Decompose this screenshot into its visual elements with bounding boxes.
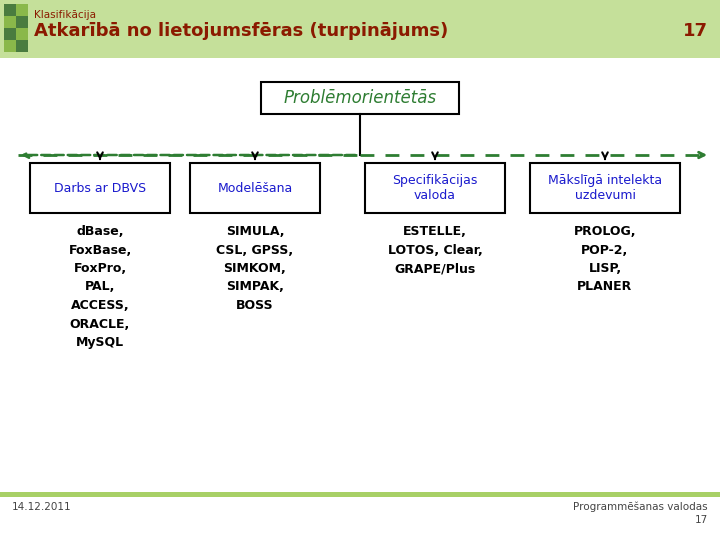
Bar xyxy=(16,40,28,52)
Bar xyxy=(530,163,680,213)
Bar xyxy=(190,163,320,213)
Bar xyxy=(4,16,16,28)
Text: Programmēšanas valodas: Programmēšanas valodas xyxy=(573,502,708,512)
Text: 17: 17 xyxy=(683,22,708,40)
Text: dBase,
FoxBase,
FoxPro,
PAL,
ACCESS,
ORACLE,
MySQL: dBase, FoxBase, FoxPro, PAL, ACCESS, ORA… xyxy=(68,225,132,349)
Text: SIMULA,
CSL, GPSS,
SIMKOM,
SIMPAK,
BOSS: SIMULA, CSL, GPSS, SIMKOM, SIMPAK, BOSS xyxy=(217,225,294,312)
Text: 14.12.2011: 14.12.2011 xyxy=(12,502,71,512)
Bar xyxy=(4,40,16,52)
Text: Modelēšana: Modelēšana xyxy=(217,181,292,194)
Text: Specifikācijas
valoda: Specifikācijas valoda xyxy=(392,174,477,202)
Text: Problēmorientētās: Problēmorientētās xyxy=(284,89,436,107)
Bar xyxy=(16,16,28,28)
Bar xyxy=(30,163,170,213)
Bar xyxy=(16,4,28,16)
Text: Klasifikācija: Klasifikācija xyxy=(34,10,96,20)
Text: Mākslīgā intelekta
uzdevumi: Mākslīgā intelekta uzdevumi xyxy=(548,174,662,202)
Bar xyxy=(16,28,28,40)
Bar xyxy=(261,82,459,114)
Text: PROLOG,
POP-2,
LISP,
PLANER: PROLOG, POP-2, LISP, PLANER xyxy=(574,225,636,294)
Bar xyxy=(0,0,720,58)
Text: ESTELLE,
LOTOS, Clear,
GRAPE/Plus: ESTELLE, LOTOS, Clear, GRAPE/Plus xyxy=(387,225,482,275)
Text: Atkarībā no lietojumsfēras (turpinājums): Atkarībā no lietojumsfēras (turpinājums) xyxy=(34,22,449,40)
Text: 17: 17 xyxy=(695,515,708,525)
Bar xyxy=(365,163,505,213)
Bar xyxy=(0,492,720,497)
Bar xyxy=(4,4,16,16)
Text: Darbs ar DBVS: Darbs ar DBVS xyxy=(54,181,146,194)
Bar xyxy=(4,28,16,40)
